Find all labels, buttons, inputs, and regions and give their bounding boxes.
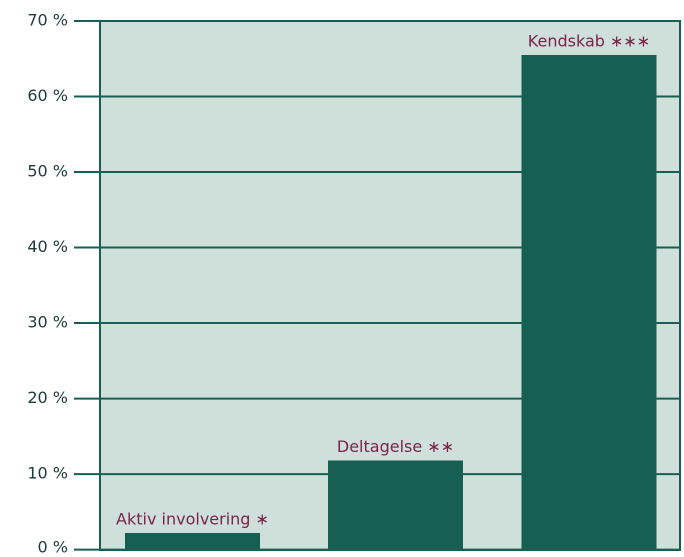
y-tick-label: 70 % — [27, 11, 68, 30]
bar — [328, 460, 463, 550]
y-tick-label: 50 % — [27, 162, 68, 181]
y-tick-label: 30 % — [27, 313, 68, 332]
bar — [521, 54, 657, 550]
bar — [125, 532, 260, 550]
bar-label: Kendskab ∗∗∗ — [528, 31, 650, 50]
y-tick-label: 0 % — [38, 538, 68, 557]
y-tick-label: 20 % — [27, 388, 68, 407]
y-tick-label: 40 % — [27, 237, 68, 256]
y-tick-label: 60 % — [27, 86, 68, 105]
bar-label: Deltagelse ∗∗ — [337, 437, 454, 456]
bar-label: Aktiv involvering ∗ — [116, 509, 269, 528]
y-tick-label: 10 % — [27, 464, 68, 483]
